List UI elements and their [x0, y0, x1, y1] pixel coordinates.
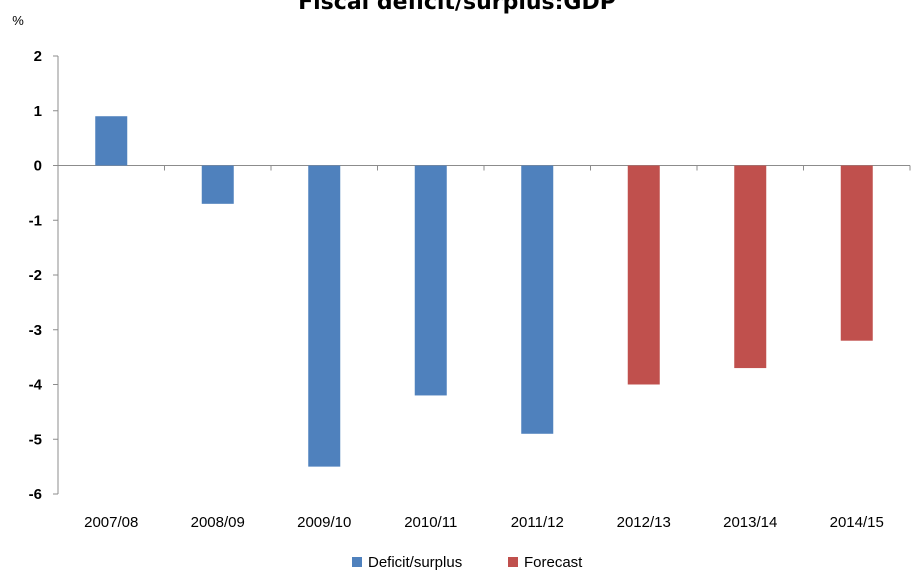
y-axis-unit-label: % [12, 13, 24, 28]
y-tick-label: -5 [29, 431, 42, 448]
bar-deficit-surplus-2008-09 [201, 165, 234, 204]
x-tick-label: 2013/14 [723, 514, 777, 531]
x-tick-label: 2012/13 [617, 514, 671, 531]
y-tick-label: -6 [29, 486, 42, 503]
y-tick-label: 0 [34, 158, 42, 175]
x-tick-label: 2009/10 [297, 514, 351, 531]
legend-swatch [508, 557, 518, 567]
y-tick-labels: 2 1 0 -1 -2 -3 -4 -5 -6 [29, 48, 43, 503]
bar-deficit-surplus-2010-11 [414, 165, 447, 396]
bars [95, 116, 873, 467]
legend-label: Deficit/surplus [368, 554, 462, 571]
y-tick-label: 2 [34, 48, 42, 65]
bar-deficit-surplus-2009-10 [308, 165, 341, 467]
chart-title: Fiscal deficit/surplus:GDP [298, 0, 616, 15]
bar-deficit-surplus-2011-12 [521, 165, 554, 434]
legend-label: Forecast [524, 554, 583, 571]
bar-forecast-2013-14 [734, 165, 767, 369]
y-tick-label: -2 [29, 267, 42, 284]
bar-forecast-2014-15 [840, 165, 873, 341]
y-tick-label: 1 [34, 103, 42, 120]
x-tick-labels: 2007/08 2008/09 2009/10 2010/11 2011/12 2012/… [84, 514, 884, 531]
y-tick-label: -3 [29, 322, 42, 339]
x-tick-label: 2010/11 [404, 514, 457, 531]
y-tick-label: -4 [29, 377, 43, 394]
bar-forecast-2012-13 [627, 165, 660, 385]
x-tick-label: 2007/08 [84, 514, 138, 531]
legend-swatch [352, 557, 362, 567]
x-tick-label: 2014/15 [830, 514, 884, 531]
bar-deficit-surplus-2007-08 [95, 116, 128, 166]
axes [53, 55, 911, 495]
x-tick-label: 2011/12 [511, 514, 564, 531]
legend: Deficit/surplus Forecast [352, 554, 583, 571]
x-tick-label: 2008/09 [191, 514, 245, 531]
y-tick-label: -1 [29, 212, 42, 229]
